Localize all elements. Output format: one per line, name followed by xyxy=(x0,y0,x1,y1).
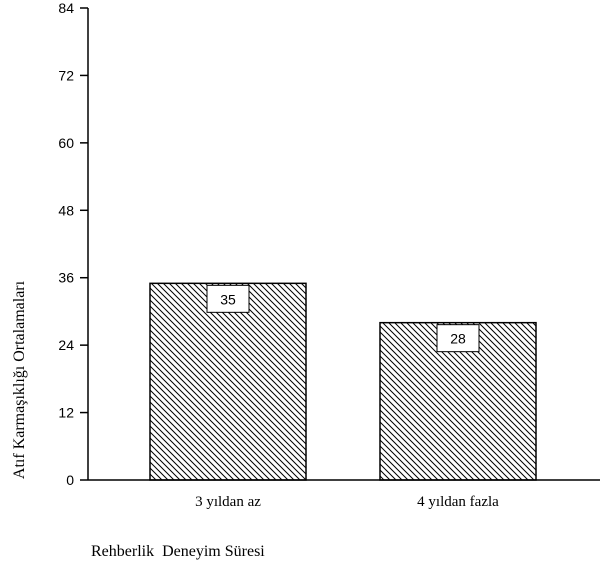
x-category-label: 3 yıldan az xyxy=(195,494,261,510)
data-label: 28 xyxy=(450,331,466,347)
y-tick-label: 24 xyxy=(58,337,74,353)
y-tick-label: 12 xyxy=(58,405,74,421)
y-axis-ticks: 0 12 24 36 48 60 72 84 xyxy=(58,0,88,488)
y-tick-label: 48 xyxy=(58,202,74,218)
y-tick-label: 60 xyxy=(58,135,74,151)
y-tick-label: 84 xyxy=(58,0,74,16)
data-label-box xyxy=(206,284,250,313)
axes xyxy=(87,8,600,481)
x-axis-title: Rehberlik Deneyim Süresi xyxy=(91,543,265,560)
y-tick-label: 72 xyxy=(58,67,74,83)
x-category-label: 4 yıldan fazla xyxy=(417,494,499,510)
data-label-box xyxy=(436,324,480,353)
bar xyxy=(149,282,307,481)
x-axis-category-labels: 3 yıldan az 4 yıldan fazla xyxy=(195,494,499,510)
data-labels: 35 28 xyxy=(206,284,480,353)
y-axis-title: Atıf Karmaşıklığı Ortalamaları xyxy=(11,280,28,479)
data-label: 35 xyxy=(220,291,236,307)
y-tick-label: 0 xyxy=(66,472,74,488)
y-tick-label: 36 xyxy=(58,270,74,286)
